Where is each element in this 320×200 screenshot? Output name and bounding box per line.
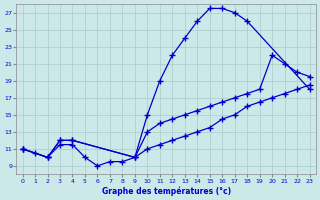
X-axis label: Graphe des températures (°c): Graphe des températures (°c) bbox=[101, 186, 231, 196]
